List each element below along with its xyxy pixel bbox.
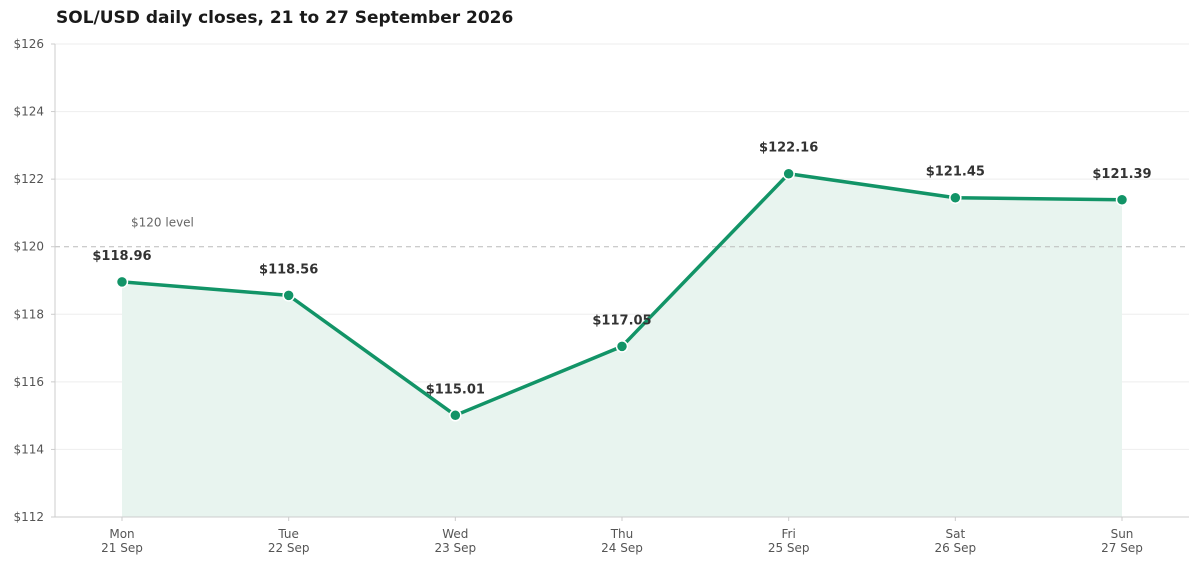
x-tick-label-day: Wed [442, 527, 468, 541]
data-point [1115, 193, 1129, 207]
data-label: $115.01 [426, 382, 485, 397]
x-tick-label-date: 22 Sep [268, 541, 310, 555]
x-tick-label-date: 26 Sep [934, 541, 976, 555]
data-point [282, 289, 295, 302]
x-tick-label-date: 21 Sep [101, 541, 143, 555]
y-tick-label: $118 [13, 307, 44, 321]
x-tick-label-date: 25 Sep [768, 541, 810, 555]
data-point [615, 340, 629, 353]
y-tick-label: $112 [13, 510, 44, 524]
area-fill [122, 173, 1122, 518]
y-tick-label: $114 [13, 442, 44, 456]
y-tick-label: $116 [13, 375, 44, 389]
y-tick-label: $122 [13, 172, 44, 186]
data-point [449, 409, 462, 422]
data-label: $122.16 [759, 141, 818, 156]
x-tick-label-date: 23 Sep [434, 541, 476, 555]
x-tick-label-date: 24 Sep [601, 541, 643, 555]
data-point [782, 167, 795, 180]
data-label: $117.05 [592, 313, 651, 328]
x-tick-label-date: 27 Sep [1101, 541, 1143, 555]
data-label: $121.45 [926, 165, 985, 180]
reference-line-label: $120 level [131, 216, 194, 230]
x-tick-label-day: Sat [945, 527, 965, 541]
x-tick-label-day: Thu [610, 527, 634, 541]
data-label: $118.96 [92, 249, 151, 264]
data-point [949, 191, 962, 204]
x-tick-label-day: Tue [277, 527, 299, 541]
data-point [115, 275, 129, 289]
y-tick-label: $124 [13, 105, 44, 119]
x-tick-label-day: Mon [109, 527, 134, 541]
chart-title: SOL/USD daily closes, 21 to 27 September… [56, 8, 514, 28]
data-label: $121.39 [1092, 167, 1151, 182]
y-tick-label: $126 [13, 37, 44, 51]
x-tick-label-day: Sun [1111, 527, 1134, 541]
x-tick-label-day: Fri [782, 527, 796, 541]
y-tick-label: $120 [13, 240, 44, 254]
data-label: $118.56 [259, 262, 318, 277]
